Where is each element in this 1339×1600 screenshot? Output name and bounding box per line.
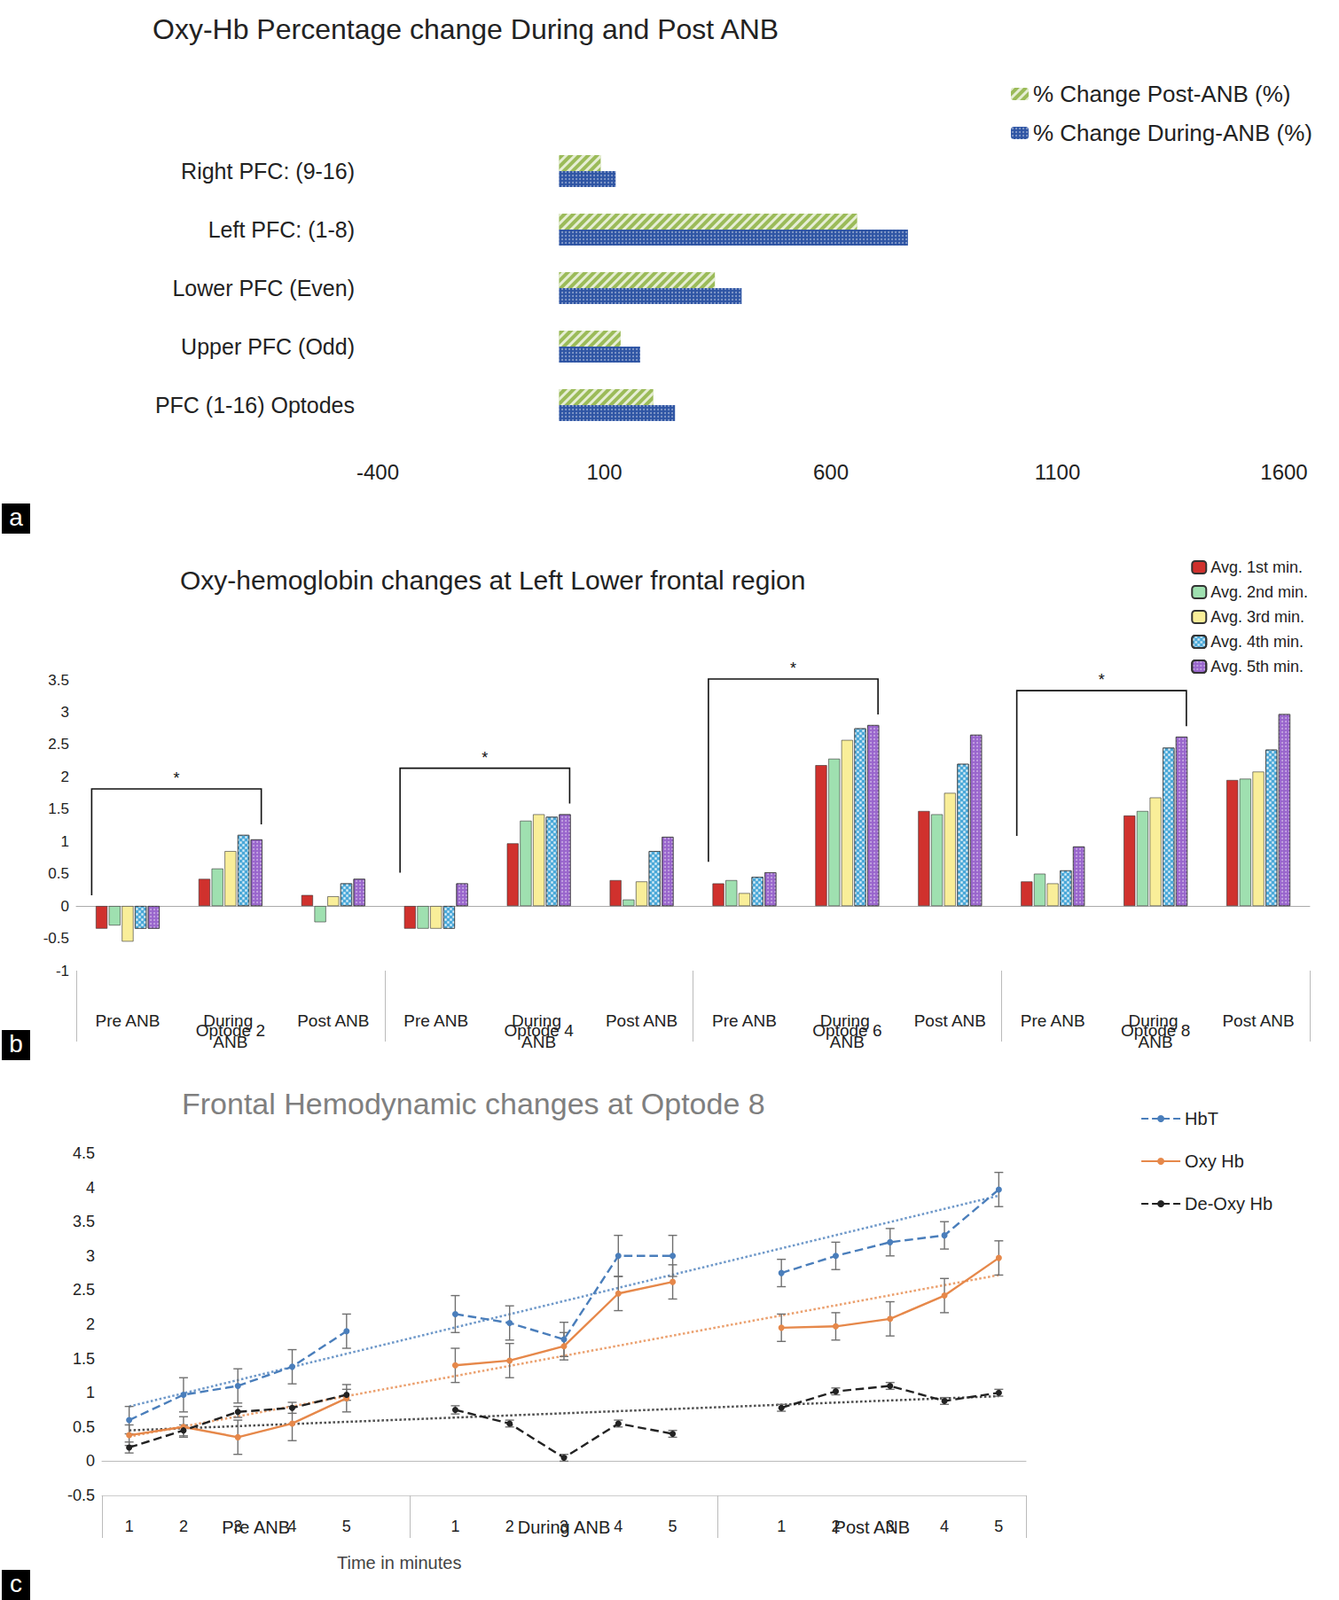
svg-text:Avg. 2nd min.: Avg. 2nd min. [1210, 583, 1308, 602]
svg-text:5: 5 [342, 1518, 352, 1536]
svg-text:1: 1 [125, 1518, 134, 1536]
svg-text:Optode 8: Optode 8 [1120, 1021, 1191, 1041]
svg-text:*: * [173, 769, 181, 788]
svg-text:Pre ANB: Pre ANB [221, 1518, 290, 1538]
svg-text:Optode 2: Optode 2 [195, 1021, 266, 1041]
svg-text:100: 100 [586, 460, 622, 485]
svg-text:1100: 1100 [1034, 460, 1081, 485]
html-text:c: c [9, 1570, 23, 1598]
svg-text:Avg. 5th min.: Avg. 5th min. [1210, 657, 1304, 676]
svg-text:ANB: ANB [1138, 1032, 1173, 1052]
svg-text:ANB: ANB [829, 1032, 865, 1052]
svg-text:1: 1 [61, 833, 70, 851]
svg-text:De-Oxy Hb: De-Oxy Hb [1184, 1194, 1273, 1214]
svg-text:*: * [1098, 671, 1105, 690]
svg-text:4.5: 4.5 [72, 1144, 95, 1163]
svg-text:2.5: 2.5 [47, 736, 70, 753]
svg-text:Pre ANB: Pre ANB [403, 1011, 469, 1031]
svg-text:-1: -1 [55, 963, 70, 980]
svg-text:Pre ANB: Pre ANB [95, 1011, 161, 1031]
svg-text:Post ANB: Post ANB [834, 1518, 911, 1538]
svg-text:3.5: 3.5 [72, 1213, 95, 1231]
svg-text:0: 0 [86, 1452, 95, 1471]
svg-text:-400: -400 [356, 460, 400, 485]
svg-text:1.5: 1.5 [47, 800, 70, 818]
svg-text:*: * [481, 749, 488, 768]
svg-text:3: 3 [86, 1247, 95, 1266]
svg-text:During: During [820, 1011, 875, 1030]
svg-text:Pre ANB: Pre ANB [1020, 1011, 1086, 1031]
svg-text:2: 2 [179, 1518, 188, 1536]
svg-text:1: 1 [86, 1384, 95, 1402]
svg-text:Time in minutes: Time in minutes [336, 1553, 462, 1574]
svg-text:Optode 6: Optode 6 [812, 1021, 882, 1041]
svg-text:PFC (1-16) Optodes: PFC (1-16) Optodes [155, 392, 355, 418]
svg-text:5: 5 [994, 1518, 1003, 1536]
svg-text:4: 4 [287, 1518, 297, 1536]
svg-text:0.5: 0.5 [47, 865, 70, 883]
svg-text:1600: 1600 [1260, 460, 1308, 485]
svg-text:4: 4 [613, 1518, 623, 1536]
svg-text:-0.5: -0.5 [43, 930, 70, 948]
svg-text:Oxy Hb: Oxy Hb [1184, 1151, 1245, 1172]
svg-text:0.5: 0.5 [72, 1418, 95, 1437]
svg-text:% Change During-ANB (%): % Change During-ANB (%) [1033, 119, 1313, 147]
svg-text:5: 5 [668, 1518, 678, 1536]
svg-text:Lower PFC (Even): Lower PFC (Even) [172, 275, 355, 301]
svg-text:Avg. 1st min.: Avg. 1st min. [1210, 558, 1303, 577]
svg-text:During ANB: During ANB [517, 1518, 611, 1538]
svg-text:*: * [790, 659, 797, 678]
svg-text:Upper PFC (Odd): Upper PFC (Odd) [180, 334, 355, 360]
svg-text:4: 4 [86, 1179, 95, 1198]
svg-text:Frontal Hemodynamic changes at: Frontal Hemodynamic changes at Optode 8 [181, 1087, 766, 1121]
svg-text:During: During [203, 1011, 258, 1030]
svg-text:ANB: ANB [213, 1032, 248, 1052]
svg-text:1: 1 [450, 1518, 460, 1536]
svg-text:600: 600 [813, 460, 849, 485]
svg-text:Avg. 3rd min.: Avg. 3rd min. [1210, 608, 1305, 627]
svg-text:Right PFC: (9-16): Right PFC: (9-16) [180, 158, 355, 184]
svg-text:Oxy-hemoglobin changes at Left: Oxy-hemoglobin changes at Left Lower fro… [180, 565, 806, 596]
svg-text:4: 4 [939, 1518, 949, 1536]
svg-text:Optode 4: Optode 4 [504, 1021, 575, 1041]
svg-text:% Change Post-ANB (%): % Change Post-ANB (%) [1033, 80, 1291, 108]
svg-text:3.5: 3.5 [47, 672, 70, 690]
svg-text:1.5: 1.5 [72, 1350, 95, 1369]
svg-text:Pre ANB: Pre ANB [712, 1011, 777, 1031]
svg-text:During: During [511, 1011, 567, 1030]
svg-text:2: 2 [61, 768, 70, 786]
svg-text:ANB: ANB [521, 1032, 557, 1052]
svg-text:-0.5: -0.5 [67, 1487, 95, 1505]
svg-text:3: 3 [61, 704, 70, 721]
svg-text:2.5: 2.5 [72, 1281, 95, 1300]
svg-text:HbT: HbT [1184, 1109, 1219, 1129]
html-text:b: b [9, 1030, 23, 1058]
svg-text:1: 1 [776, 1518, 786, 1536]
html-text:a: a [9, 503, 23, 532]
svg-text:Post ANB: Post ANB [1221, 1011, 1294, 1031]
svg-text:2: 2 [505, 1518, 515, 1536]
svg-text:2: 2 [86, 1315, 95, 1334]
svg-text:Oxy-Hb Percentage change Durin: Oxy-Hb Percentage change During and Post… [152, 13, 779, 46]
svg-text:Post ANB: Post ANB [914, 1011, 987, 1031]
svg-text:Post ANB: Post ANB [605, 1011, 678, 1031]
svg-text:During: During [1128, 1011, 1183, 1030]
svg-text:Post ANB: Post ANB [297, 1011, 369, 1031]
svg-text:Left PFC: (1-8): Left PFC: (1-8) [208, 217, 355, 243]
svg-text:0: 0 [61, 898, 70, 916]
svg-text:Avg. 4th min.: Avg. 4th min. [1210, 633, 1304, 651]
